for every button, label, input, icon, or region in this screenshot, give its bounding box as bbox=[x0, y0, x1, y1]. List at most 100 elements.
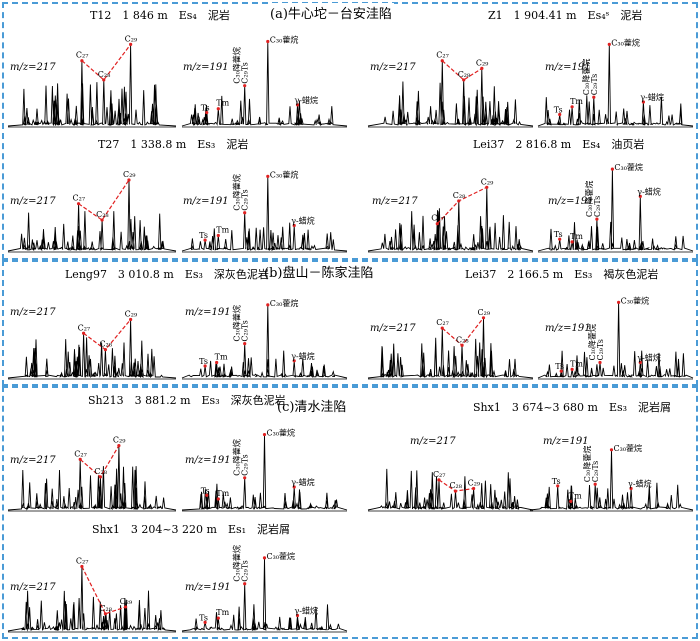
peak-label-c29ts: C₂₉Ts bbox=[241, 189, 250, 210]
peak-marker-c29ts bbox=[595, 217, 599, 221]
peak-marker-c30 bbox=[266, 174, 270, 178]
chromatogram-trace bbox=[7, 566, 177, 632]
mz-191-lei37a: m/z=191 bbox=[548, 196, 594, 207]
peak-marker-c27 bbox=[440, 326, 444, 330]
panel-title-z1: Z1 1 904.41 m Es₄ˢ 泥岩 bbox=[488, 9, 643, 22]
peak-label-gammacerane: γ-蜡烷 bbox=[637, 353, 660, 363]
peak-label-c30-hopane: C₃₀藿烷 bbox=[614, 162, 643, 172]
chromatogram-trace bbox=[181, 304, 348, 379]
peak-marker-c29ts bbox=[593, 482, 597, 486]
trace-217-t27: C₂₇ C₂₈ C₂₉ bbox=[7, 170, 177, 253]
peak-marker-ts bbox=[203, 238, 207, 242]
peak-marker-c27 bbox=[76, 202, 81, 206]
peak-label-c29: C₂₉ bbox=[125, 310, 138, 319]
chromatogram-trace bbox=[181, 557, 348, 632]
peak-label-c27: C₂₇ bbox=[431, 214, 444, 223]
peak-label-c30-hopane: C₃₀藿烷 bbox=[270, 35, 299, 45]
trace-217-lei37a: C₂₇ C₂₈ C₂₉ bbox=[367, 177, 534, 253]
peak-label-c29: C₂₉ bbox=[481, 177, 494, 186]
peak-marker-c30 bbox=[607, 42, 611, 46]
mz-191-lei37b: m/z=191 bbox=[545, 323, 591, 334]
chromatogram-trace bbox=[529, 449, 694, 511]
peak-marker-ts bbox=[558, 112, 562, 117]
peak-label-c29ts: C₂₉Ts bbox=[241, 560, 250, 581]
peak-marker-c29ts bbox=[243, 476, 247, 480]
mz-191-t27: m/z=191 bbox=[183, 196, 229, 207]
peak-label-gammacerane: γ-蜡烷 bbox=[295, 95, 318, 105]
mz-191-sh213: m/z=191 bbox=[185, 455, 231, 466]
peak-label-c27: C₂₇ bbox=[433, 470, 446, 479]
peak-label-c29ts: C₂₉Ts bbox=[241, 62, 250, 83]
peak-label-tm: Tm bbox=[216, 489, 229, 498]
peak-marker-gam bbox=[638, 360, 642, 365]
peak-label-c29ts: C₂₉Ts bbox=[590, 74, 599, 95]
peak-label-c29ts: C₂₉Ts bbox=[593, 196, 602, 217]
peak-label-c29ts: C₂₉Ts bbox=[241, 454, 250, 475]
peak-marker-tm bbox=[216, 616, 220, 620]
peak-marker-c29 bbox=[472, 486, 476, 491]
peak-marker-c28 bbox=[453, 489, 458, 493]
peak-label-c30-norhopane: C₃₀降藿烷 bbox=[232, 305, 242, 342]
mz-217-leng97: m/z=217 bbox=[10, 307, 56, 318]
peak-label-gammacerane: γ-蜡烷 bbox=[295, 606, 318, 616]
peak-label-gammacerane: γ-蜡烷 bbox=[291, 216, 314, 226]
peak-label-c29: C₂₉ bbox=[120, 597, 133, 606]
mz-217-t12: m/z=217 bbox=[10, 62, 56, 73]
mz-191-shx1b: m/z=191 bbox=[185, 582, 231, 593]
peak-label-c30-norhopane: C₃₀降藿烷 bbox=[582, 446, 592, 483]
trace-217-leng97: C₂₇ C₂₈ C₂₉ bbox=[7, 310, 177, 380]
peak-marker-c28 bbox=[462, 78, 466, 82]
panel-title-shx1b: Shx1 3 204~3 220 m Es₁ 泥岩屑 bbox=[92, 523, 291, 536]
peak-marker-c27 bbox=[78, 457, 82, 461]
chromatogram-trace bbox=[7, 44, 177, 127]
chromatogram-trace bbox=[181, 41, 348, 127]
peak-marker-c29ts bbox=[243, 84, 247, 88]
peak-marker-c27 bbox=[437, 478, 441, 482]
region-b-title: (b)盘山－陈家洼陷 bbox=[262, 262, 376, 281]
peak-label-c29: C₂₉ bbox=[468, 479, 481, 488]
peak-label-gammacerane: γ-蜡烷 bbox=[628, 479, 651, 489]
peak-label-c30-hopane: C₃₀藿烷 bbox=[267, 428, 296, 438]
peak-label-ts: Ts bbox=[552, 477, 561, 486]
peak-label-c28: C₂₈ bbox=[98, 70, 111, 79]
peak-label-c30-norhopane: C₃₀降藿烷 bbox=[232, 439, 242, 476]
peak-label-c28: C₂₈ bbox=[99, 340, 112, 349]
peak-marker-tm bbox=[570, 367, 574, 371]
panel-title-t12: T12 1 846 m Es₄ 泥岩 bbox=[90, 9, 230, 22]
peak-marker-c29ts bbox=[598, 360, 602, 365]
peak-marker-gam bbox=[292, 485, 296, 489]
peak-marker-c29 bbox=[129, 317, 133, 322]
region-b bbox=[2, 260, 698, 386]
peak-label-c28: C₂₈ bbox=[458, 70, 471, 79]
peak-marker-ts bbox=[205, 493, 209, 497]
peak-label-c27: C₂₇ bbox=[436, 51, 449, 60]
peak-label-gammacerane: γ-蜡烷 bbox=[291, 351, 314, 361]
peak-marker-gam bbox=[629, 486, 633, 491]
peak-marker-c29ts bbox=[243, 582, 247, 586]
chromatogram-trace bbox=[7, 319, 177, 379]
chromatogram-trace bbox=[181, 176, 348, 252]
peak-marker-c29 bbox=[129, 42, 133, 46]
panel-title-lei37a: Lei37 2 816.8 m Es₄ 油页岩 bbox=[473, 138, 645, 151]
peak-label-ts: Ts bbox=[199, 357, 208, 366]
peak-label-c28: C₂₈ bbox=[453, 191, 466, 200]
peak-label-ts: Ts bbox=[201, 104, 210, 113]
peak-marker-tm bbox=[570, 240, 574, 244]
chromatogram-trace bbox=[7, 179, 177, 252]
peak-label-c28: C₂₈ bbox=[449, 481, 462, 490]
mz-217-shx1a: m/z=217 bbox=[410, 436, 456, 447]
sterane-connector bbox=[81, 566, 126, 615]
peak-marker-c30 bbox=[617, 300, 621, 304]
peak-label-c28: C₂₈ bbox=[96, 210, 109, 219]
peak-marker-c29ts bbox=[243, 211, 247, 215]
panel-title-shx1a: Shx1 3 674~3 680 m Es₃ 泥岩屑 bbox=[473, 401, 672, 414]
mz-217-lei37b: m/z=217 bbox=[370, 323, 416, 334]
peak-label-c29ts: C₂₉Ts bbox=[596, 339, 605, 360]
